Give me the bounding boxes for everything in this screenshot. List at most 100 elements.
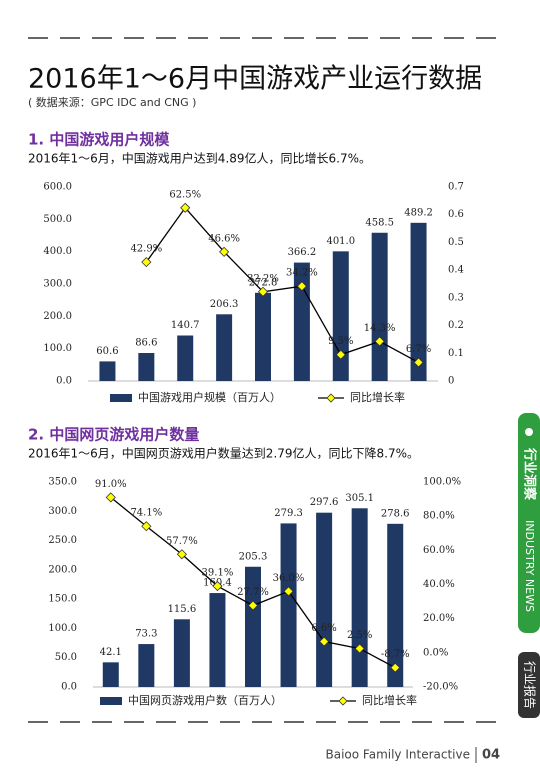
line-marker (335, 349, 346, 360)
y2-tick-label: 0.3 (448, 292, 464, 303)
bar (102, 662, 119, 687)
section-title: 2. 中国网页游戏用户数量 (28, 426, 199, 444)
line-value-label: 57.7% (166, 536, 198, 547)
bar (332, 251, 349, 381)
y-tick-label: 300.0 (48, 506, 77, 517)
side-tab (518, 413, 540, 633)
line-marker (176, 549, 187, 560)
line (145, 206, 419, 364)
line-value-label: 6.7% (406, 344, 431, 355)
bar-value-label: 60.6 (96, 346, 118, 357)
y-tick-label: 500.0 (43, 214, 72, 225)
line-marker (390, 662, 401, 673)
y-tick-label: 300.0 (43, 279, 72, 290)
line-marker (283, 586, 294, 597)
y2-tick-label: 80.0% (423, 511, 455, 522)
line-value-label: 36.0% (273, 573, 305, 584)
section-subtitle: 2016年1～6月，中国网页游戏用户数量达到2.79亿人，同比下降8.7%。 (28, 446, 419, 461)
bar-value-label: 401.0 (326, 236, 355, 247)
y2-tick-label: 0.5 (448, 237, 464, 248)
bar-value-label: 279.3 (274, 508, 303, 519)
y-tick-label: 200.0 (43, 311, 72, 322)
line-value-label: 6.6% (311, 623, 336, 634)
tab-english: INDUSTRY NEWS (523, 520, 536, 612)
line-value-label: 9.5% (328, 336, 353, 347)
section-title: 1. 中国游戏用户规模 (28, 131, 170, 149)
line-marker (319, 636, 330, 647)
line-marker (141, 521, 152, 532)
y2-tick-label: 0.4 (448, 265, 464, 276)
bar (316, 512, 333, 687)
y2-tick-label: 0.6 (448, 209, 464, 220)
page-title: 2016年1～6月中国游戏产业运行数据 (28, 64, 482, 95)
bar (371, 232, 388, 381)
legend-swatch (110, 394, 132, 402)
y-tick-label: 350.0 (48, 477, 77, 488)
bar (177, 335, 194, 381)
tab-dot (525, 428, 533, 436)
y2-tick-label: 20.0% (423, 613, 455, 624)
bar (209, 593, 226, 687)
bar (99, 361, 116, 381)
legend-swatch (100, 697, 122, 705)
legend-label: 同比增长率 (362, 693, 417, 707)
bar-value-label: 272.8 (249, 277, 278, 288)
tab-section: 行业洞察 (522, 447, 538, 501)
legend-label: 中国游戏用户规模（百万人） (138, 390, 281, 404)
bar-value-label: 458.5 (365, 217, 394, 228)
y-tick-label: 200.0 (48, 564, 77, 575)
line-value-label: 46.6% (208, 233, 240, 244)
bar-value-label: 73.3 (135, 629, 157, 640)
bar-value-label: 140.7 (171, 320, 200, 331)
line-value-label: -8.7% (381, 649, 410, 660)
footer-company: Baioo Family Interactive (326, 748, 471, 762)
y2-tick-label: 0.1 (448, 348, 464, 359)
line-marker (105, 492, 116, 503)
line-value-label: 2.5% (347, 630, 372, 641)
bar-value-label: 489.2 (404, 207, 433, 218)
line-value-label: 27.7% (237, 587, 269, 598)
y2-tick-label: 40.0% (423, 579, 455, 590)
bar-value-label: 297.6 (310, 497, 339, 508)
y-tick-label: 100.0 (48, 623, 77, 634)
y2-tick-label: 0 (448, 376, 454, 387)
bar-value-label: 42.1 (100, 647, 122, 658)
section-subtitle: 2016年1～6月，中国游戏用户达到4.89亿人，同比增长6.7%。 (28, 151, 371, 166)
bar (280, 523, 297, 687)
line-value-label: 74.1% (130, 508, 162, 519)
bar-value-label: 206.3 (210, 299, 239, 310)
bar (351, 508, 368, 687)
bar (255, 292, 271, 381)
y2-tick-label: 60.0% (423, 545, 455, 556)
bar-value-label: 305.1 (345, 493, 374, 504)
bar (293, 262, 310, 381)
tab-report: 行业报告 (523, 661, 538, 709)
bar-value-label: 366.2 (288, 247, 317, 258)
y2-tick-label: 100.0% (423, 477, 461, 488)
y-tick-label: 50.0 (55, 652, 77, 663)
bar (173, 619, 190, 687)
bar (138, 352, 155, 381)
line-marker (413, 357, 424, 368)
legend-label: 中国网页游戏用户数（百万人） (128, 693, 282, 707)
line-value-label: 91.0% (95, 479, 127, 490)
y-tick-label: 400.0 (43, 246, 72, 257)
line-marker (180, 202, 191, 213)
bar-value-label: 205.3 (239, 551, 268, 562)
bar-value-label: 278.6 (381, 508, 410, 519)
line-marker (219, 246, 230, 257)
line-value-label: 39.1% (202, 568, 234, 579)
y-tick-label: 0.0 (61, 682, 77, 693)
line-value-label: 34.2% (286, 268, 318, 279)
line-marker (257, 286, 269, 297)
bar-value-label: 115.6 (168, 604, 197, 615)
bar (387, 523, 404, 687)
bar (410, 222, 427, 381)
y-tick-label: 0.0 (56, 376, 72, 387)
line-marker (354, 643, 365, 654)
y2-tick-label: 0.0% (423, 647, 448, 658)
y-tick-label: 150.0 (48, 594, 77, 605)
line-value-label: 62.5% (169, 189, 201, 200)
y-tick-label: 600.0 (43, 182, 72, 193)
